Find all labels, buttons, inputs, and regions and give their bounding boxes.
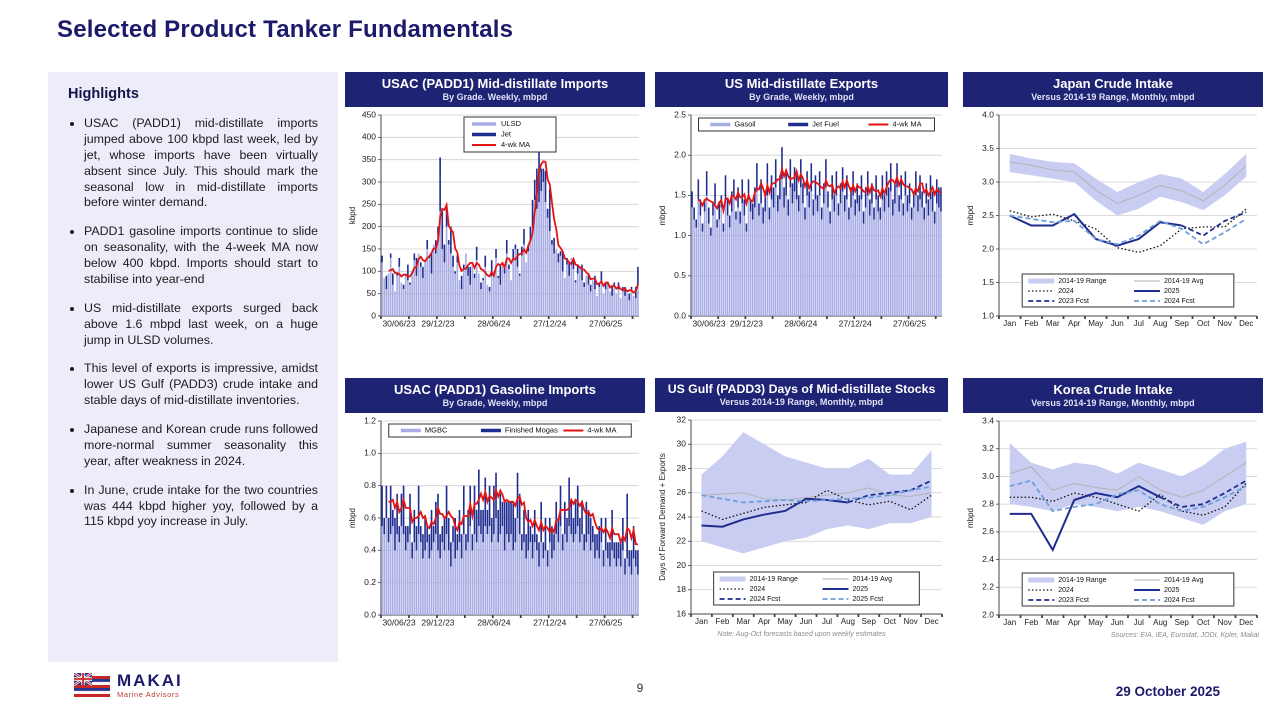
- chart-subtitle: By Grade, Weekly, mbpd: [749, 92, 854, 102]
- chart-header: US Gulf (PADD3) Days of Mid-distillate S…: [655, 378, 948, 412]
- chart-header: USAC (PADD1) Gasoline Imports By Grade, …: [345, 378, 645, 413]
- chart-footnote: Note: Aug-Oct forecasts based upon weekl…: [717, 631, 886, 638]
- chart-title: USAC (PADD1) Mid-distillate Imports: [381, 76, 609, 91]
- highlight-bullet: This level of exports is impressive, ami…: [84, 361, 318, 409]
- chart-canvas-padd3-days-of-stocks: [655, 412, 948, 630]
- chart-canvas-padd1-mid-distillate-imports: [345, 107, 645, 332]
- chart-card-us-mid-distillate-exports: US Mid-distillate Exports By Grade, Week…: [655, 72, 948, 332]
- logo-name: MAKAI: [117, 671, 183, 690]
- chart-card-korea-crude-intake: Korea Crude Intake Versus 2014-19 Range,…: [963, 378, 1263, 639]
- chart-title: USAC (PADD1) Gasoline Imports: [393, 382, 596, 397]
- chart-card-padd3-days-of-stocks: US Gulf (PADD3) Days of Mid-distillate S…: [655, 378, 948, 638]
- hawaii-flag-icon: [74, 673, 110, 698]
- chart-card-padd1-gasoline-imports: USAC (PADD1) Gasoline Imports By Grade, …: [345, 378, 645, 631]
- chart-title: US Mid-distillate Exports: [724, 76, 879, 91]
- highlight-bullet: PADD1 gasoline imports continue to slide…: [84, 224, 318, 288]
- chart-header: USAC (PADD1) Mid-distillate Imports By G…: [345, 72, 645, 107]
- chart-title: Japan Crude Intake: [1053, 76, 1173, 91]
- chart-subtitle: By Grade. Weekly, mbpd: [442, 92, 548, 102]
- chart-subtitle: Versus 2014-19 Range, Monthly, mbpd: [1031, 398, 1195, 408]
- highlights-heading: Highlights: [68, 86, 139, 102]
- chart-subtitle: Versus 2014-19 Range, Monthly, mbpd: [1031, 92, 1195, 102]
- highlights-list: USAC (PADD1) mid-distillate imports jump…: [68, 116, 318, 530]
- chart-header: Japan Crude Intake Versus 2014-19 Range,…: [963, 72, 1263, 107]
- highlight-bullet: USAC (PADD1) mid-distillate imports jump…: [84, 116, 318, 211]
- chart-sources: Sources: EIA, IEA, Eurostat, JODI, Kpler…: [1110, 632, 1259, 639]
- highlight-bullet: Japanese and Korean crude runs followed …: [84, 422, 318, 470]
- chart-title: Korea Crude Intake: [1053, 382, 1173, 397]
- page-number: 9: [636, 681, 644, 695]
- chart-subtitle: By Grade, Weekly, mbpd: [442, 398, 548, 408]
- page-title: Selected Product Tanker Fundamentals: [57, 16, 514, 43]
- chart-canvas-japan-crude-intake: [963, 107, 1263, 332]
- highlight-bullet: US mid-distillate exports surged back ab…: [84, 301, 318, 349]
- highlight-bullet: In June, crude intake for the two countr…: [84, 483, 318, 531]
- chart-title: US Gulf (PADD3) Days of Mid-distillate S…: [667, 382, 936, 396]
- logo-text: MAKAI Marine Advisors: [117, 672, 183, 699]
- company-logo: MAKAI Marine Advisors: [74, 672, 183, 699]
- chart-canvas-padd1-gasoline-imports: [345, 413, 645, 631]
- chart-canvas-korea-crude-intake: [963, 413, 1263, 631]
- highlights-panel: Highlights USAC (PADD1) mid-distillate i…: [48, 72, 338, 662]
- chart-subtitle: Versus 2014-19 Range, Monthly, mbpd: [719, 397, 884, 407]
- chart-card-japan-crude-intake: Japan Crude Intake Versus 2014-19 Range,…: [963, 72, 1263, 332]
- report-date: 29 October 2025: [1115, 684, 1220, 699]
- chart-card-padd1-mid-distillate-imports: USAC (PADD1) Mid-distillate Imports By G…: [345, 72, 645, 332]
- chart-header: US Mid-distillate Exports By Grade, Week…: [655, 72, 948, 107]
- chart-header: Korea Crude Intake Versus 2014-19 Range,…: [963, 378, 1263, 413]
- logo-subtitle: Marine Advisors: [117, 690, 180, 699]
- chart-canvas-us-mid-distillate-exports: [655, 107, 948, 332]
